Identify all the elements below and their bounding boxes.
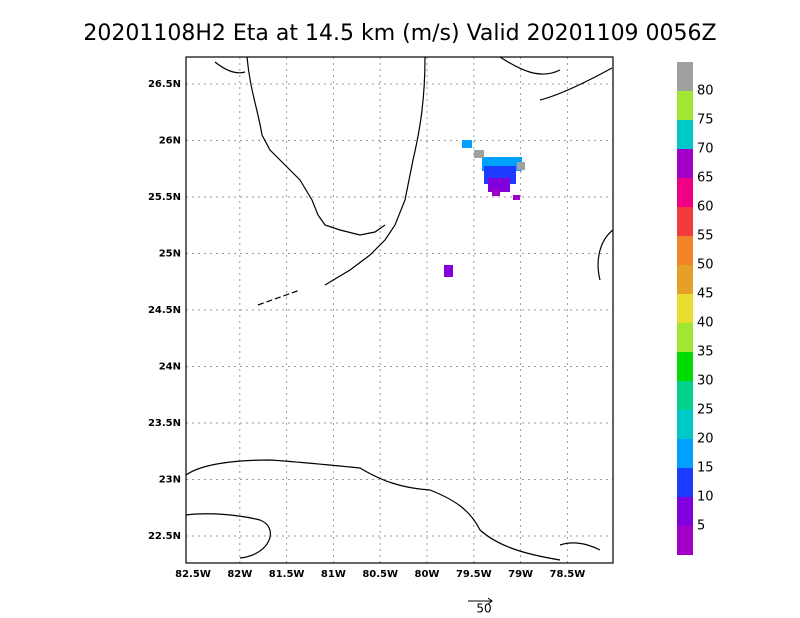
axes: 82.5W 82W 81.5W 81W 80.5W 80W 79.5W 79W 78.5W 26.… [148,79,585,580]
colorbar-box [677,91,693,120]
lon-label: 78.5W [550,569,586,580]
wind-patch [492,190,500,196]
colorbar-label: 55 [697,229,714,244]
colorbar-box [677,294,693,323]
colorbar-label: 70 [697,142,714,157]
lat-label: 25.5N [148,192,181,203]
lon-label: 81W [321,569,346,580]
wind-patches [444,140,525,277]
lon-label: 79W [508,569,533,580]
colorbar-box [677,381,693,410]
coastlines [185,56,614,561]
colorbar-label: 15 [697,461,714,476]
lat-label: 24N [159,362,181,373]
lat-label: 22.5N [148,531,181,542]
colorbar-box [677,497,693,526]
colorbar-label: 10 [697,490,714,505]
colorbar-box [677,62,693,91]
wind-patch [444,265,453,277]
map-frame [185,56,614,564]
lat-label: 24.5N [148,305,181,316]
colorbar-label: 60 [697,200,714,215]
colorbar-label: 75 [697,113,714,128]
colorbar-box [677,352,693,381]
lon-label: 82.5W [175,569,211,580]
colorbar-box [677,439,693,468]
wind-patch [474,150,484,158]
colorbar-label: 40 [697,316,714,331]
colorbar-label: 65 [697,171,714,186]
colorbar-box [677,178,693,207]
lat-label: 23.5N [148,418,181,429]
lon-label: 80.5W [362,569,398,580]
colorbar-box [677,236,693,265]
grid [186,57,613,563]
vector-key-head [487,597,493,605]
lat-label: 26.5N [148,79,181,90]
colorbar-label: 30 [697,374,714,389]
colorbar-label: 20 [697,432,714,447]
lon-label: 82W [227,569,252,580]
lat-label: 25N [159,249,181,260]
colorbar-box [677,410,693,439]
colorbar-label: 35 [697,345,714,360]
lat-label: 26N [159,136,181,147]
colorbar-label: 50 [697,258,714,273]
colorbar-label: 45 [697,287,714,302]
lon-label: 81.5W [269,569,305,580]
vector-key-label: 50 [476,602,491,616]
wind-patch [488,178,510,192]
colorbar-box [677,468,693,497]
colorbar-box [677,323,693,352]
wind-patch [513,195,520,200]
colorbar-label: 80 [697,84,714,99]
title: 20201108H2 Eta at 14.5 km (m/s) Valid 20… [83,21,716,46]
lon-label: 79.5W [456,569,492,580]
vector-key: 50 [468,597,493,616]
colorbar-label: 25 [697,403,714,418]
colorbar: 80 75 70 65 60 55 50 45 40 35 30 25 20 15 10 5 [677,62,714,555]
wind-patch [462,140,472,148]
lon-label: 80W [415,569,440,580]
colorbar-label: 5 [697,519,705,534]
colorbar-box [677,265,693,294]
colorbar-box [677,526,693,555]
lat-label: 23N [159,475,181,486]
colorbar-box [677,120,693,149]
colorbar-box [677,207,693,236]
wind-patch [517,162,525,170]
colorbar-box [677,149,693,178]
